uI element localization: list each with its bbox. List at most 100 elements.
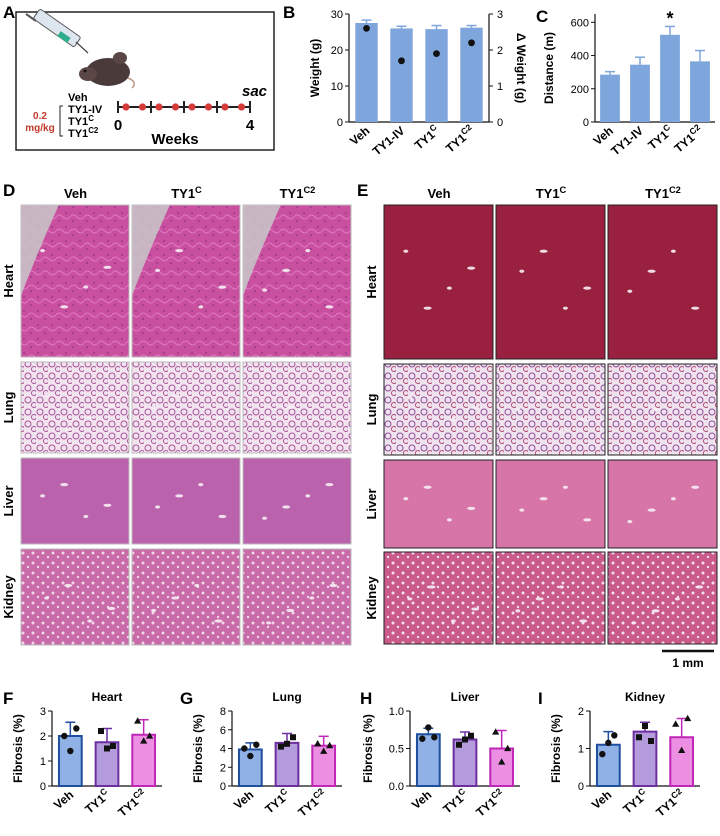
data-point [253, 741, 260, 748]
panel-a-schematic: Veh TY1-IV TY1C TY1C2 0.2 mg/kg sac 0 4 … [15, 9, 275, 151]
sac-label: sac [242, 83, 268, 100]
category-label: TY1C [439, 786, 471, 816]
histology-image [607, 551, 718, 645]
histology-panel-e: Veh TY1C TY1C2 Heart Lung Liver Kidney [364, 185, 718, 645]
injection-dot [122, 103, 130, 111]
histology-image [131, 548, 241, 646]
data-point [110, 743, 116, 749]
bar [390, 28, 413, 122]
group-veh: Veh [68, 92, 88, 104]
bar [630, 64, 650, 122]
scale-bar: 1 mm [662, 649, 714, 670]
category-label: TY1C [261, 786, 293, 816]
y-tick-label: 0.0 [389, 781, 404, 793]
y-tick-label: 400 [571, 51, 589, 63]
data-point [140, 737, 148, 744]
data-point [468, 732, 474, 739]
panel-letter-c: C [536, 7, 548, 26]
bar [660, 34, 680, 123]
panel-letter-i: I [538, 689, 543, 708]
category-label: TY1C2 [652, 786, 688, 820]
histology-row-label: Kidney [364, 576, 379, 620]
week-start: 0 [114, 117, 122, 134]
data-point [134, 717, 142, 724]
data-point [672, 720, 680, 727]
weeks-label: Weeks [151, 131, 198, 148]
data-point [284, 740, 290, 747]
dose-unit: mg/kg [25, 123, 54, 134]
injection-dot [204, 103, 213, 111]
bar [57, 735, 83, 787]
histology-image [495, 459, 606, 549]
bar [355, 23, 378, 122]
y-axis-label: Distance (m) [542, 32, 556, 104]
mouse-icon [79, 52, 135, 89]
delta-point [398, 57, 405, 65]
data-point [61, 732, 68, 740]
y-tick-label: 600 [571, 17, 589, 29]
category-label: TY1C2 [670, 122, 706, 156]
injection-dot [155, 103, 163, 111]
bar [415, 733, 441, 787]
injection-dot [171, 103, 180, 111]
histology-column-label: Veh [427, 186, 450, 201]
panel-letter-b: B [283, 3, 295, 22]
category-label: TY1C2 [442, 122, 478, 156]
histology-column-label: Veh [64, 186, 87, 201]
histology-row-label: Liver [1, 485, 16, 516]
data-point [462, 736, 468, 743]
injection-dot [188, 103, 196, 111]
panel-letter-f: F [3, 689, 13, 708]
y-tick-label: 200 [571, 84, 589, 96]
y-tick-label: 8 [220, 706, 226, 718]
category-label: Veh [231, 788, 256, 812]
data-point [648, 738, 654, 744]
data-point [419, 735, 426, 742]
histology-row-label: Heart [1, 264, 16, 298]
panel-letter-e: E [357, 181, 368, 200]
group-ty1c: TY1C [68, 114, 94, 129]
y-tick-label: 2 [40, 731, 46, 743]
y2-tick-label: 1 [497, 81, 503, 93]
y-tick-label: 1.0 [389, 706, 404, 718]
chart-title: Lung [272, 690, 301, 704]
y-tick-label: 0 [583, 117, 589, 129]
histology-image [20, 548, 130, 646]
histology-row-label: Heart [364, 265, 379, 299]
histology-image [383, 551, 494, 645]
y-tick-label: 2 [220, 762, 226, 774]
y2-tick-label: 0 [497, 117, 503, 129]
category-label: Veh [347, 124, 372, 148]
panel-letter-g: G [180, 689, 193, 708]
category-label: TY1-IV [370, 124, 408, 159]
y2-axis-label: Δ Weight (g) [514, 33, 528, 103]
histology-image [495, 204, 606, 360]
histology-image [607, 459, 718, 549]
data-point [611, 732, 618, 739]
data-point [146, 732, 154, 739]
histology-image [607, 204, 718, 360]
data-point [684, 714, 692, 722]
histology-image [131, 457, 241, 545]
y-tick-label: 2 [578, 706, 584, 718]
bar [690, 61, 710, 122]
data-point [642, 723, 648, 729]
y-axis-label: Fibrosis (%) [191, 714, 205, 783]
category-label: TY1C2 [294, 786, 330, 820]
histology-image [383, 459, 494, 549]
panel-letter-h: H [360, 689, 372, 708]
week-end: 4 [246, 117, 255, 134]
histology-row-label: Lung [1, 392, 16, 424]
data-point [431, 734, 438, 741]
y-tick-label: 0.5 [389, 744, 404, 756]
y-tick-label: 1 [40, 756, 46, 768]
syringe-icon [25, 9, 89, 54]
category-label: TY1-IV [608, 124, 646, 159]
y-tick-label: 30 [331, 9, 343, 21]
histology-row-label: Kidney [1, 575, 16, 619]
y-tick-label: 4 [220, 744, 226, 756]
bar [460, 27, 483, 122]
